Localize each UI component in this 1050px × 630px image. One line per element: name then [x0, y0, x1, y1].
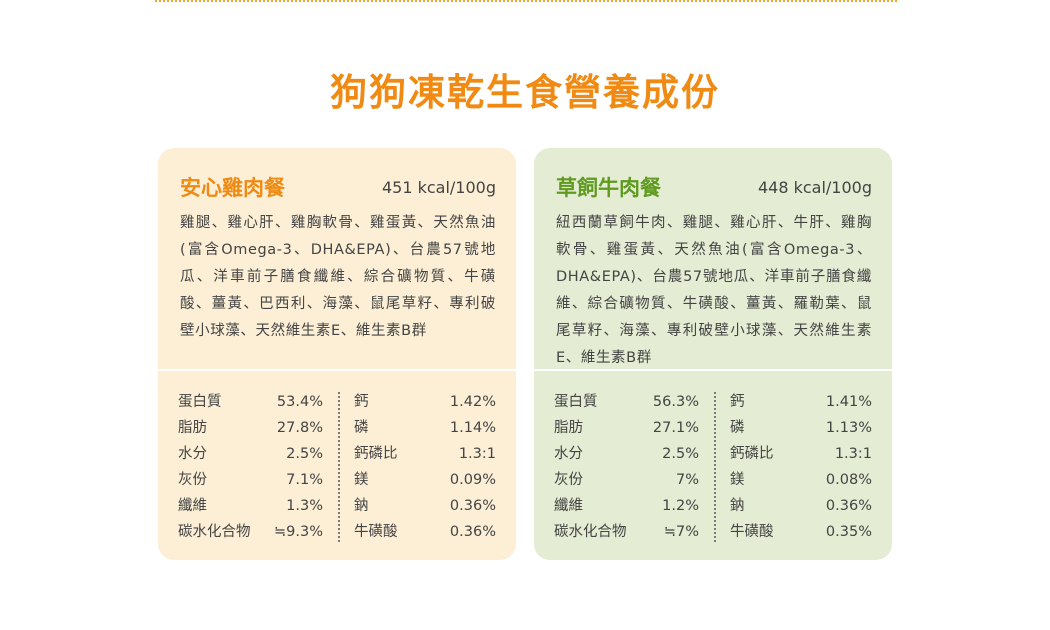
nutrient-label: 鈣 — [730, 394, 745, 410]
nutrient-row-carbohydrate: 碳水化合物 ≒7% — [554, 520, 699, 546]
nutrient-value: 1.3:1 — [458, 446, 496, 462]
nutrient-label: 鈣 — [354, 394, 369, 410]
nutrient-row-magnesium: 鎂 0.08% — [730, 468, 872, 494]
nutrient-row-moisture: 水分 2.5% — [178, 442, 323, 468]
nutrient-row-ash: 灰份 7.1% — [178, 468, 323, 494]
nutrient-value: 53.4% — [276, 394, 323, 410]
column-dotted-separator — [714, 392, 716, 542]
ingredients-text: 雞腿、雞心肝、雞胸軟骨、雞蛋黃、天然魚油(富含Omega-3、DHA&EPA)、… — [180, 215, 496, 339]
nutrient-label: 碳水化合物 — [178, 524, 251, 540]
nutrient-row-ca-p-ratio: 鈣磷比 1.3:1 — [354, 442, 496, 468]
nutrient-label: 磷 — [354, 420, 369, 436]
nutrient-row-sodium: 鈉 0.36% — [730, 494, 872, 520]
nutrient-label: 鎂 — [730, 472, 745, 488]
nutrient-list-primary: 蛋白質 56.3% 脂肪 27.1% 水分 2.5% 灰份 7% 纖維 1.2% 碳水化合… — [554, 390, 699, 546]
nutrient-row-moisture: 水分 2.5% — [554, 442, 699, 468]
card-divider — [534, 369, 892, 371]
nutrient-list-minerals: 鈣 1.42% 磷 1.14% 鈣磷比 1.3:1 鎂 0.09% 鈉 0.36% 牛磺酸… — [354, 390, 496, 546]
calorie-value: 448 kcal/100g — [757, 178, 872, 197]
nutrient-label: 碳水化合物 — [554, 524, 627, 540]
nutrient-row-fiber: 纖維 1.2% — [554, 494, 699, 520]
nutrient-value: 0.36% — [449, 498, 496, 514]
top-dotted-divider — [155, 0, 897, 2]
nutrient-value: 0.36% — [825, 498, 872, 514]
nutrient-value: 0.36% — [449, 524, 496, 540]
nutrient-row-calcium: 鈣 1.42% — [354, 390, 496, 416]
beef-meal-card: 草飼牛肉餐 448 kcal/100g 紐西蘭草飼牛肉、雞腿、雞心肝、牛肝、雞胸… — [534, 148, 892, 560]
nutrient-label: 鈣磷比 — [354, 446, 398, 462]
nutrient-row-fat: 脂肪 27.8% — [178, 416, 323, 442]
nutrient-row-magnesium: 鎂 0.09% — [354, 468, 496, 494]
nutrient-value: 1.13% — [825, 420, 872, 436]
nutrient-row-fat: 脂肪 27.1% — [554, 416, 699, 442]
nutrient-value: 1.3% — [286, 498, 323, 514]
nutrient-value: 1.42% — [449, 394, 496, 410]
nutrient-value: 7.1% — [286, 472, 323, 488]
nutrient-value: 7% — [675, 472, 699, 488]
nutrient-label: 牛磺酸 — [730, 524, 774, 540]
nutrient-value: 1.2% — [662, 498, 699, 514]
nutrient-label: 灰份 — [554, 472, 583, 488]
nutrient-list-minerals: 鈣 1.41% 磷 1.13% 鈣磷比 1.3:1 鎂 0.08% 鈉 0.36% 牛磺酸… — [730, 390, 872, 546]
nutrient-label: 牛磺酸 — [354, 524, 398, 540]
nutrient-label: 蛋白質 — [178, 394, 222, 410]
nutrient-label: 水分 — [178, 446, 207, 462]
nutrient-value: 2.5% — [286, 446, 323, 462]
nutrient-label: 纖維 — [178, 498, 207, 514]
nutrient-value: 27.8% — [276, 420, 323, 436]
nutrient-row-calcium: 鈣 1.41% — [730, 390, 872, 416]
nutrient-row-taurine: 牛磺酸 0.35% — [730, 520, 872, 546]
column-dotted-separator — [338, 392, 340, 542]
nutrient-row-protein: 蛋白質 56.3% — [554, 390, 699, 416]
ingredients-text: 紐西蘭草飼牛肉、雞腿、雞心肝、牛肝、雞胸軟骨、雞蛋黃、天然魚油(富含Omega-… — [556, 215, 872, 366]
nutrient-label: 鈉 — [354, 498, 369, 514]
card-title: 草飼牛肉餐 — [556, 176, 661, 200]
nutrient-list-primary: 蛋白質 53.4% 脂肪 27.8% 水分 2.5% 灰份 7.1% 纖維 1.3% 碳水… — [178, 390, 323, 546]
chicken-meal-card: 安心雞肉餐 451 kcal/100g 雞腿、雞心肝、雞胸軟骨、雞蛋黃、天然魚油… — [158, 148, 516, 560]
card-header: 草飼牛肉餐 448 kcal/100g — [556, 172, 872, 206]
nutrient-row-fiber: 纖維 1.3% — [178, 494, 323, 520]
nutrient-value: ≒9.3% — [273, 524, 323, 540]
nutrient-row-protein: 蛋白質 53.4% — [178, 390, 323, 416]
card-header: 安心雞肉餐 451 kcal/100g — [180, 172, 496, 206]
nutrient-value: 1.3:1 — [834, 446, 872, 462]
nutrient-value: 1.41% — [825, 394, 872, 410]
nutrient-row-ash: 灰份 7% — [554, 468, 699, 494]
nutrient-row-phosphorus: 磷 1.13% — [730, 416, 872, 442]
nutrient-row-taurine: 牛磺酸 0.36% — [354, 520, 496, 546]
nutrient-label: 脂肪 — [554, 420, 583, 436]
nutrient-value: 1.14% — [449, 420, 496, 436]
nutrient-label: 鈣磷比 — [730, 446, 774, 462]
nutrient-label: 鎂 — [354, 472, 369, 488]
nutrient-value: 56.3% — [652, 394, 699, 410]
nutrient-label: 鈉 — [730, 498, 745, 514]
nutrient-label: 水分 — [554, 446, 583, 462]
nutrient-row-sodium: 鈉 0.36% — [354, 494, 496, 520]
nutrient-value: 0.35% — [825, 524, 872, 540]
nutrient-value: 0.08% — [825, 472, 872, 488]
nutrient-value: ≒7% — [663, 524, 699, 540]
page-title: 狗狗凍乾生食營養成份 — [330, 71, 720, 114]
nutrient-label: 纖維 — [554, 498, 583, 514]
nutrient-label: 灰份 — [178, 472, 207, 488]
nutrient-row-carbohydrate: 碳水化合物 ≒9.3% — [178, 520, 323, 546]
nutrient-label: 磷 — [730, 420, 745, 436]
card-title: 安心雞肉餐 — [180, 176, 285, 200]
calorie-value: 451 kcal/100g — [381, 178, 496, 197]
nutrient-value: 0.09% — [449, 472, 496, 488]
nutrient-value: 2.5% — [662, 446, 699, 462]
nutrient-row-ca-p-ratio: 鈣磷比 1.3:1 — [730, 442, 872, 468]
card-divider — [158, 369, 516, 371]
nutrient-label: 脂肪 — [178, 420, 207, 436]
nutrient-label: 蛋白質 — [554, 394, 598, 410]
nutrient-value: 27.1% — [652, 420, 699, 436]
nutrient-row-phosphorus: 磷 1.14% — [354, 416, 496, 442]
